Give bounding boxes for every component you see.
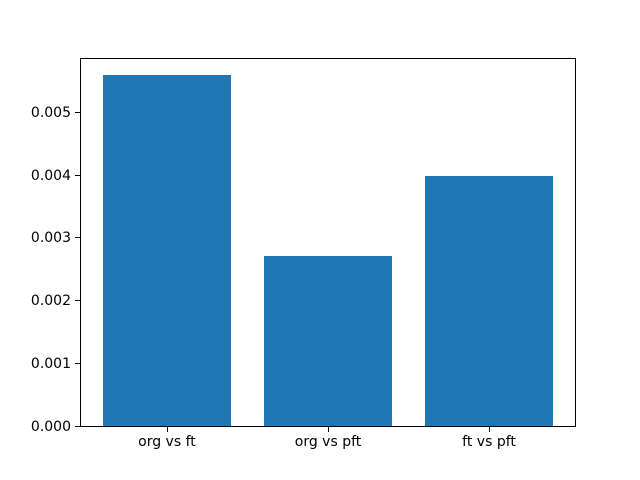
y-tick-label: 0.000 (30, 419, 71, 435)
bar (424, 175, 554, 426)
x-tick-mark (328, 427, 329, 432)
x-tick-label: org vs ft (138, 434, 196, 450)
y-tick-mark (75, 363, 80, 365)
y-tick-mark (75, 426, 80, 427)
y-tick-label: 0.001 (30, 356, 71, 373)
bar (263, 255, 393, 426)
bar (102, 74, 232, 426)
x-tick-label: org vs pft (294, 434, 362, 450)
y-tick-mark (75, 111, 80, 113)
plot-area (80, 58, 576, 427)
y-tick-mark (75, 174, 80, 176)
y-tick-label: 0.004 (30, 167, 71, 184)
x-tick-label: ft vs pft (462, 434, 516, 450)
y-tick-mark (75, 237, 80, 239)
y-tick-mark (75, 300, 80, 302)
x-tick-mark (489, 427, 491, 432)
y-tick-label: 0.005 (30, 104, 71, 121)
x-tick-mark (166, 427, 168, 432)
y-tick-label: 0.002 (30, 293, 71, 310)
y-tick-label: 0.003 (30, 230, 71, 247)
